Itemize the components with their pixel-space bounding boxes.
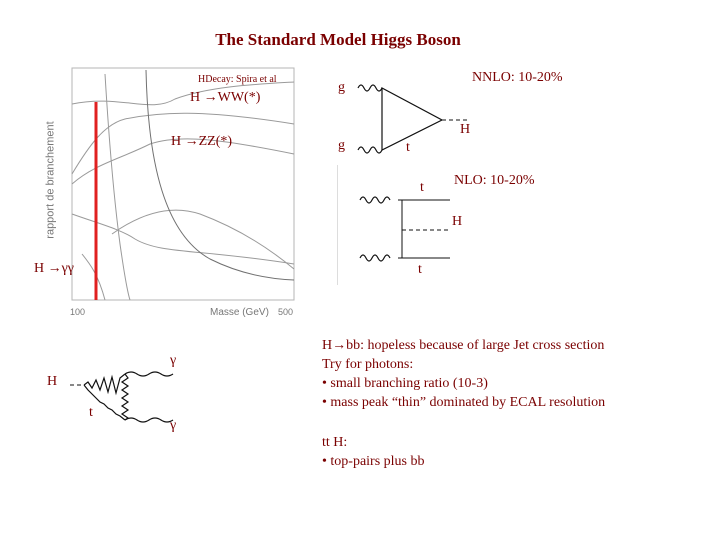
branching-ratio-svg <box>71 67 295 301</box>
plot-xtick: 100 <box>70 307 86 317</box>
hgg-photon-top <box>124 371 174 377</box>
nnlo-H: H <box>460 122 471 137</box>
plot-credit: HDecay: Spira et al <box>198 74 277 85</box>
channel-gg-label: H →γγ <box>34 261 74 276</box>
tth-gluon-bottom <box>359 254 391 262</box>
hgg-gamma1: γ <box>170 353 177 368</box>
gluon-fusion-diagram <box>357 84 470 154</box>
curve-ww <box>71 112 295 175</box>
hgg-loop-lower <box>83 384 126 421</box>
curve-tautau <box>71 213 295 265</box>
gluon-line-bottom <box>357 146 383 154</box>
hgg-loop-right <box>120 373 130 421</box>
nlo-H: H <box>452 214 463 229</box>
tth-diagram <box>359 196 450 262</box>
page-title: The Standard Model Higgs Boson <box>215 30 461 49</box>
nnlo-order: NNLO: 10-20% <box>472 70 563 85</box>
curve-gamma <box>81 253 106 301</box>
tth-gluon-top <box>359 196 391 204</box>
curve-tt <box>145 69 295 281</box>
notes-block-tth: tt H: • top-pairs plus bb <box>322 433 425 471</box>
branching-ratio-plot: rapport de branchement 100 Masse (GeV) 5… <box>45 64 300 326</box>
plot-frame <box>71 67 295 301</box>
hgg-t: t <box>89 405 93 420</box>
note-line-3: • small branching ratio (10-3) <box>322 376 488 391</box>
curve-gg <box>111 209 295 270</box>
note-line-5: tt H: <box>322 435 348 450</box>
plot-xlabel: Masse (GeV) <box>210 307 269 318</box>
plot-xtick-end: 500 <box>278 307 294 317</box>
hgg-gamma2: γ <box>170 418 177 433</box>
gluon-line-top <box>357 84 383 92</box>
notes-block: H→bb: hopeless because of large Jet cros… <box>322 336 605 412</box>
nnlo-t: t <box>406 140 410 155</box>
hgg-photon-bottom <box>124 417 174 423</box>
nnlo-g2: g <box>338 138 345 153</box>
curve-bb <box>71 81 295 106</box>
note-line-2: Try for photons: <box>322 357 414 372</box>
hgg-diagram <box>70 371 174 423</box>
curve-cc <box>104 73 131 301</box>
nlo-t2: t <box>418 262 422 277</box>
plot-ylabel: rapport de branchement <box>44 121 57 239</box>
nnlo-g1: g <box>338 80 345 95</box>
diagram-separator <box>337 165 338 285</box>
hgg-H: H <box>47 374 58 389</box>
channel-ww-label: H →WW(*) <box>190 90 261 105</box>
nlo-order: NLO: 10-20% <box>454 173 535 188</box>
note-line-6: • top-pairs plus bb <box>322 454 425 469</box>
note-line-4: • mass peak “thin” dominated by ECAL res… <box>322 395 606 410</box>
top-loop-triangle <box>381 87 444 151</box>
hgg-loop-upper <box>83 373 126 396</box>
channel-zz-label: H →ZZ(*) <box>171 134 233 149</box>
note-line-1: H→bb: hopeless because of large Jet cros… <box>322 338 605 353</box>
nlo-t1: t <box>420 180 424 195</box>
